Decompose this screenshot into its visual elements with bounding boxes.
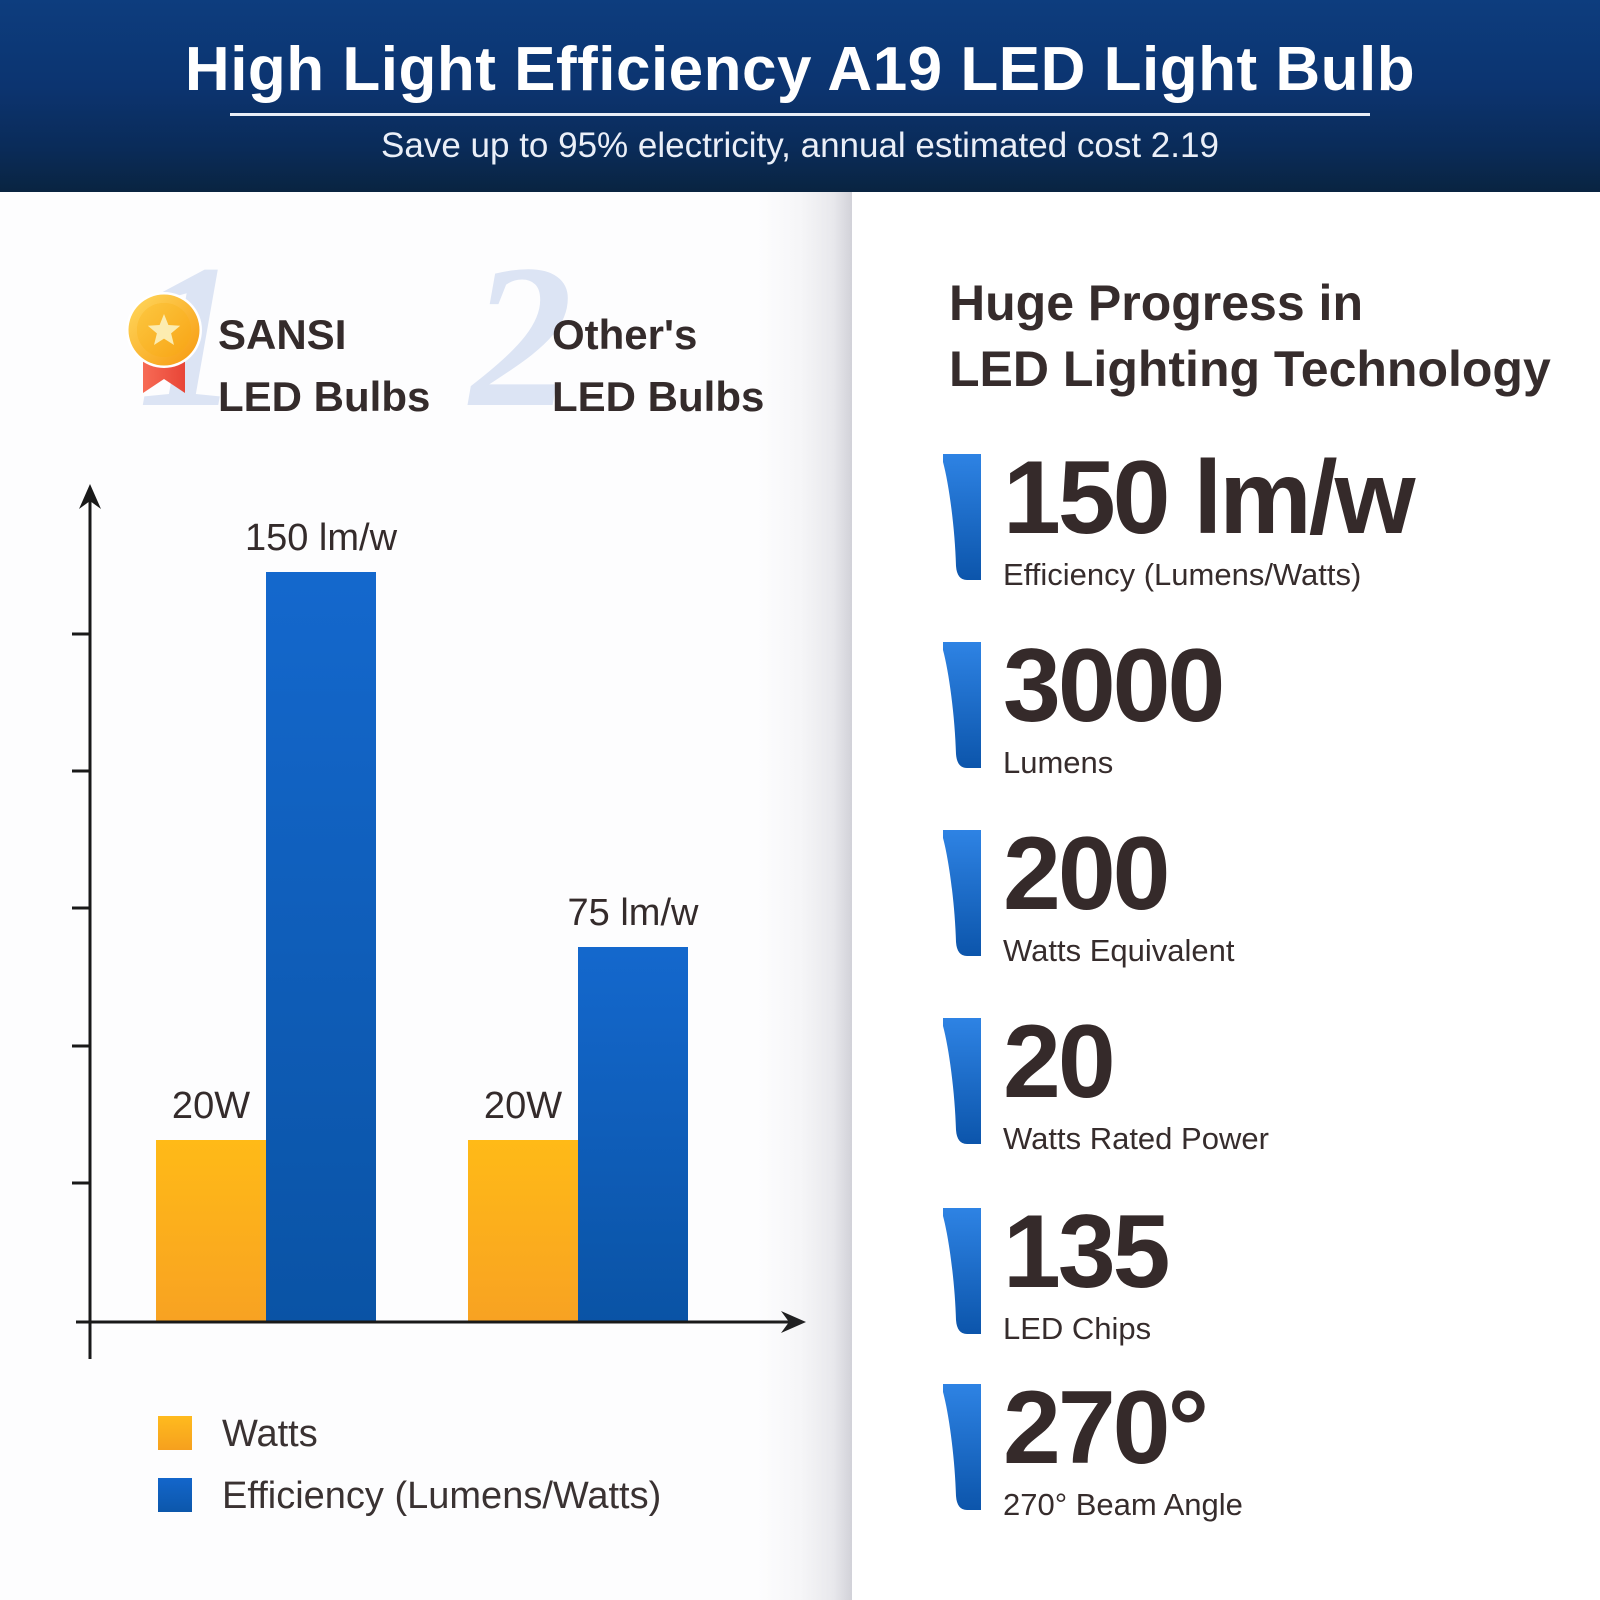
contender-name: SANSI LED Bulbs bbox=[218, 304, 430, 428]
page-title: High Light Efficiency A19 LED Light Bulb bbox=[184, 35, 1416, 104]
panel-divider bbox=[758, 192, 854, 1600]
spec-text: 150 lm/w Efficiency (Lumens/Watts) bbox=[1003, 446, 1416, 593]
medal-icon bbox=[124, 290, 204, 403]
spec-label: 270° Beam Angle bbox=[1003, 1487, 1243, 1522]
spec-item: 270° 270° Beam Angle bbox=[943, 1376, 1243, 1523]
spec-value: 200 bbox=[1003, 816, 1171, 932]
spec-label: Efficiency (Lumens/Watts) bbox=[1003, 557, 1362, 592]
contender-name: Other's LED Bulbs bbox=[552, 304, 764, 428]
chart-bar bbox=[468, 1140, 578, 1322]
chart-bar bbox=[156, 1140, 266, 1322]
spec-item: 3000 Lumens bbox=[943, 634, 1225, 781]
chart-bar bbox=[266, 572, 376, 1322]
spec-marker-icon bbox=[943, 642, 981, 768]
spec-marker-icon bbox=[943, 454, 981, 580]
spec-label: LED Chips bbox=[1003, 1311, 1152, 1346]
legend-label: Efficiency (Lumens/Watts) bbox=[222, 1475, 662, 1517]
spec-label: Lumens bbox=[1003, 745, 1114, 780]
specs-panel: Huge Progress in LED Lighting Technology … bbox=[852, 192, 1600, 1600]
spec-value: 3000 bbox=[1003, 628, 1225, 744]
spec-item: 135 LED Chips bbox=[943, 1200, 1171, 1347]
spec-marker-icon bbox=[943, 1384, 981, 1510]
spec-text: 270° 270° Beam Angle bbox=[1003, 1376, 1243, 1523]
spec-marker-icon bbox=[943, 1208, 981, 1334]
spec-value: 150 lm/w bbox=[1003, 440, 1416, 556]
legend-label: Watts bbox=[222, 1413, 318, 1455]
specs-heading-line1: Huge Progress in bbox=[949, 275, 1363, 331]
spec-marker-icon bbox=[943, 1018, 981, 1144]
spec-item: 150 lm/w Efficiency (Lumens/Watts) bbox=[943, 446, 1416, 593]
spec-text: 200 Watts Equivalent bbox=[1003, 822, 1235, 969]
spec-label: Watts Equivalent bbox=[1003, 933, 1235, 968]
spec-label: Watts Rated Power bbox=[1003, 1121, 1269, 1156]
spec-value: 135 bbox=[1003, 1194, 1171, 1310]
page-subtitle: Save up to 95% electricity, annual estim… bbox=[381, 126, 1219, 165]
y-axis-arrow-icon bbox=[79, 484, 101, 509]
title-underline bbox=[230, 113, 1370, 116]
header-banner: High Light Efficiency A19 LED Light Bulb… bbox=[0, 0, 1600, 192]
contender-name-line1: SANSI bbox=[218, 311, 347, 358]
medal-icon bbox=[126, 292, 202, 393]
star-icon bbox=[147, 314, 181, 345]
contender-name-line2: LED Bulbs bbox=[552, 373, 765, 420]
bar-value-label: 75 lm/w bbox=[567, 892, 699, 934]
spec-text: 135 LED Chips bbox=[1003, 1200, 1171, 1347]
bar-value-label: 20W bbox=[171, 1085, 251, 1127]
legend-swatch bbox=[158, 1416, 192, 1450]
spec-value: 270° bbox=[1003, 1370, 1209, 1486]
chart-bar bbox=[578, 947, 688, 1322]
legend-swatch bbox=[158, 1478, 192, 1512]
contender-name-line2: LED Bulbs bbox=[218, 373, 431, 420]
spec-text: 3000 Lumens bbox=[1003, 634, 1225, 781]
contender-name-line1: Other's bbox=[552, 311, 698, 358]
spec-value: 20 bbox=[1003, 1004, 1116, 1120]
specs-heading-line2: LED Lighting Technology bbox=[949, 341, 1551, 397]
spec-marker-icon bbox=[943, 830, 981, 956]
bar-value-label: 20W bbox=[483, 1085, 563, 1127]
spec-item: 20 Watts Rated Power bbox=[943, 1010, 1269, 1157]
spec-item: 200 Watts Equivalent bbox=[943, 822, 1235, 969]
specs-heading: Huge Progress in LED Lighting Technology bbox=[949, 270, 1551, 402]
rank-watermark: 2 bbox=[470, 223, 573, 450]
spec-text: 20 Watts Rated Power bbox=[1003, 1010, 1269, 1157]
bar-value-label: 150 lm/w bbox=[244, 517, 398, 559]
